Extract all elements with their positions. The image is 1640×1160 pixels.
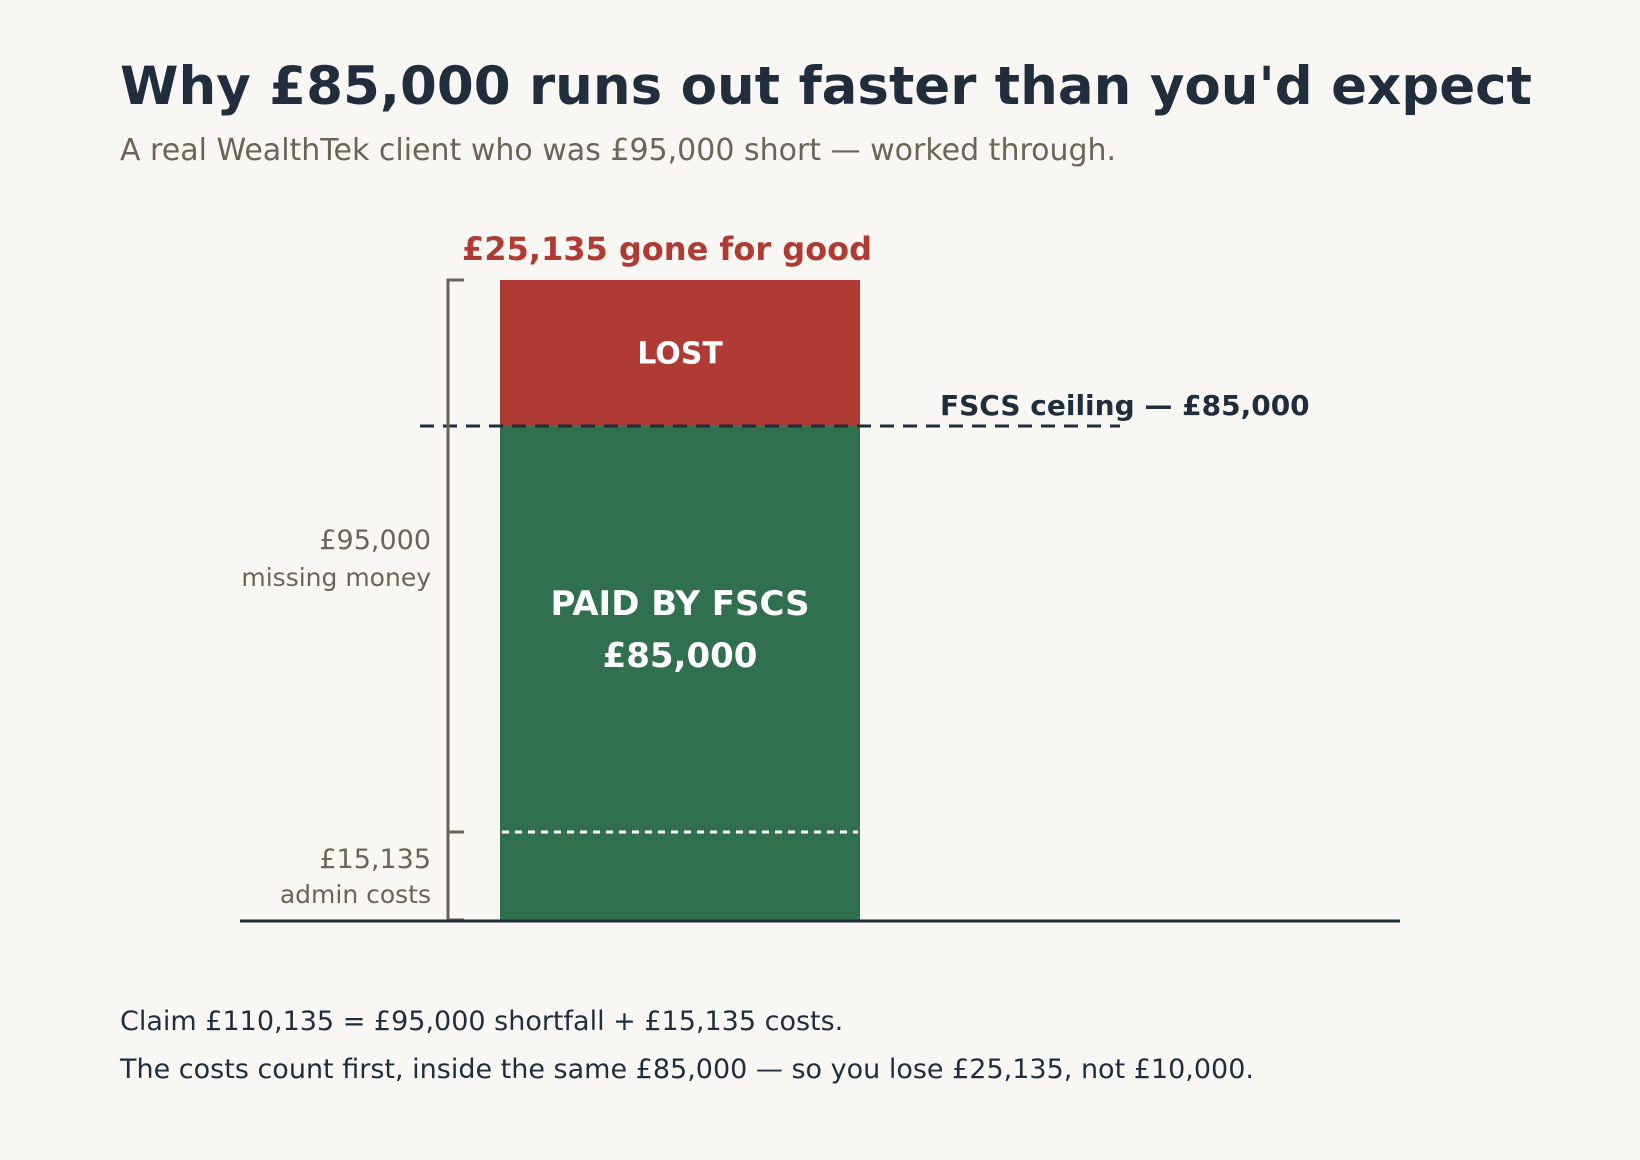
- bar-segment-paid: [500, 426, 860, 833]
- bracket-admin-costs: [446, 830, 464, 922]
- bracket-admin-desc: admin costs: [280, 880, 431, 909]
- chart-subtitle: A real WealthTek client who was £95,000 …: [120, 133, 1116, 168]
- chart-title: Why £85,000 runs out faster than you'd e…: [120, 56, 1532, 117]
- footer-line-1: Claim £110,135 = £95,000 shortfall + £15…: [120, 1006, 843, 1037]
- fscs-ceiling-label: FSCS ceiling — £85,000: [940, 389, 1310, 422]
- bracket-missing-amount: £95,000: [319, 525, 431, 556]
- bar-foot-admin: [500, 910, 860, 920]
- footer-line-2: The costs count first, inside the same £…: [119, 1054, 1254, 1085]
- lost-annotation: £25,135 gone for good: [462, 230, 872, 268]
- bar-segment-lost: [500, 280, 860, 427]
- bar-cap-lost: [500, 280, 860, 290]
- bracket-admin-amount: £15,135: [319, 844, 431, 875]
- plot-area: PAID BY FSCS £85,000 LOST FSCS ceiling — £8…: [240, 230, 1400, 923]
- bracket-missing-desc: missing money: [241, 563, 431, 592]
- segment-label-paid-2: £85,000: [603, 636, 758, 676]
- segment-label-lost-1: LOST: [637, 337, 723, 372]
- bracket-missing-money: [446, 278, 464, 834]
- bar-segment-admin: [500, 832, 860, 920]
- segment-label-paid-1: PAID BY FSCS: [550, 584, 809, 624]
